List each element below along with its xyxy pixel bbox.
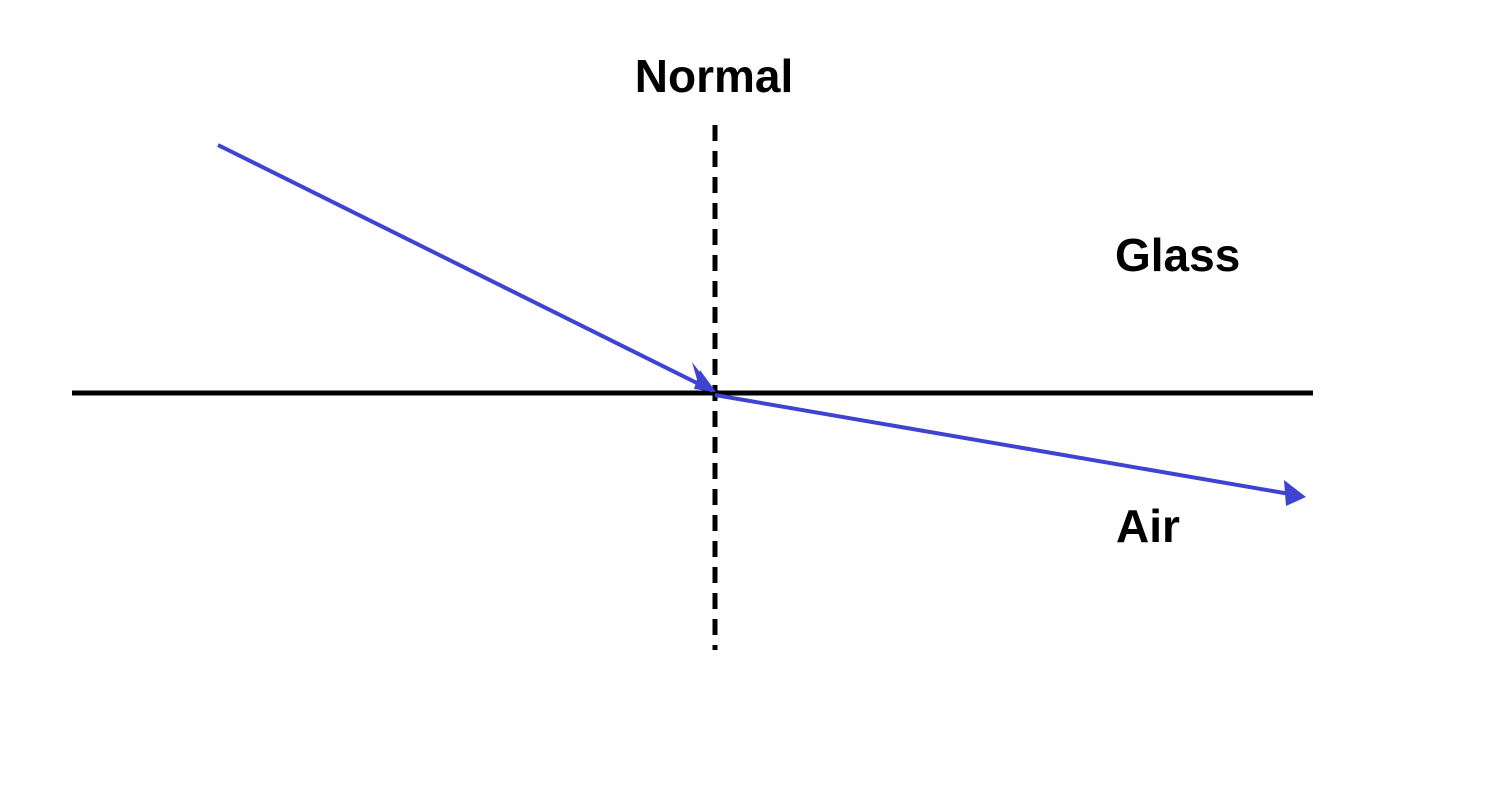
incident-ray xyxy=(217,143,714,393)
incident-arrowhead-2 xyxy=(694,370,716,392)
glass-label: Glass xyxy=(1115,229,1240,281)
refracted-arrowhead xyxy=(1284,480,1306,506)
refracted-ray xyxy=(714,393,1291,496)
air-label: Air xyxy=(1116,500,1180,552)
normal-label: Normal xyxy=(635,50,793,102)
